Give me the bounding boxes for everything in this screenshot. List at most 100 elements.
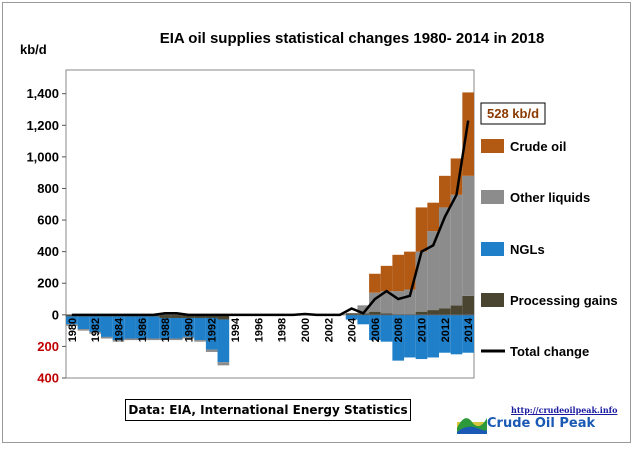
x-tick-label: 1990 [183, 318, 195, 342]
bar-crude-oil-2006 [369, 273, 381, 293]
bar-ngls-1985 [124, 316, 136, 339]
y-tick-label: 1,200 [26, 118, 59, 133]
bar-other-liquids-1985 [124, 338, 136, 341]
bar-ngls-1989 [170, 317, 183, 339]
y-tick-label: 200 [37, 276, 59, 291]
logo-url[interactable]: http://crudeoilpeak.info [511, 405, 618, 415]
legend-label-processing-gains: Processing gains [510, 293, 618, 308]
bar-processing-gains-1991 [194, 314, 206, 318]
y-axis: 400 200 0 200 400 600 800 1,000 1,200 1,400 [26, 86, 66, 386]
bar-processing-gains-2014 [462, 295, 474, 315]
y-tick-label: 0 [52, 307, 59, 322]
bar-ngls-1982 [89, 316, 101, 333]
bar-processing-gains-1989 [170, 314, 183, 318]
logo-mark-icon [457, 418, 487, 434]
x-tick-label: 1984 [113, 317, 125, 342]
x-axis: 1980 1982 1984 1986 1988 1990 1992 1994 1996 1998… [67, 317, 475, 342]
x-tick-label: 1994 [230, 317, 242, 342]
bar-crude-oil-2009 [404, 251, 416, 290]
bar-ngls-1992 [205, 317, 218, 350]
x-tick-label: 1996 [253, 318, 265, 342]
bar-ngls-1990 [182, 317, 195, 337]
x-tick-label: 1988 [160, 318, 172, 342]
bar-ngls-1980 [66, 316, 78, 325]
legend-label-other-liquids: Other liquids [510, 190, 590, 205]
legend-swatch-processing-gains [481, 293, 504, 307]
bar-other-liquids-1982 [89, 332, 101, 334]
x-tick-label: 2006 [370, 318, 382, 342]
y-tick-label: 400 [37, 371, 59, 386]
bar-ngls-1991 [194, 317, 206, 341]
bar-crude-oil-2007 [380, 265, 393, 292]
y-tick-label: 800 [37, 181, 59, 196]
bar-other-liquids-1987 [147, 338, 160, 341]
bar-crude-oil-2010 [415, 207, 428, 252]
bar-other-liquids-1980 [66, 324, 78, 326]
x-tick-label: 2014 [463, 317, 475, 342]
y-tick-label: 200 [37, 339, 59, 354]
bar-other-liquids-1989 [170, 338, 183, 341]
legend-label-crude-oil: Crude oil [510, 139, 566, 154]
bar-ngls-2005 [357, 314, 370, 325]
bar-crude-oil-2012 [439, 175, 451, 208]
y-tick-label: 1,400 [26, 86, 59, 101]
legend-label-ngls: NGLs [510, 242, 545, 257]
bar-ngls-2014 [462, 314, 474, 353]
x-tick-label: 2000 [300, 318, 312, 342]
x-tick-label: 1982 [90, 318, 102, 342]
bar-ngls-2007 [380, 314, 393, 342]
bar-processing-gains-2007 [380, 313, 393, 315]
bar-ngls-2009 [404, 314, 416, 358]
y-axis-label: kb/d [20, 42, 47, 57]
bar-other-liquids-1990 [182, 336, 195, 339]
x-tick-label: 2002 [323, 318, 335, 342]
chart-title: EIA oil supplies statistical changes 198… [160, 30, 545, 47]
bar-other-liquids-1983 [100, 336, 113, 339]
x-tick-label: 2008 [393, 318, 405, 342]
bar-other-liquids-1986 [135, 338, 148, 341]
bar-other-liquids-2013 [450, 194, 463, 306]
bar-ngls-1986 [135, 316, 148, 339]
bar-processing-gains-2013 [450, 305, 463, 315]
bar-ngls-2010 [415, 314, 428, 360]
bar-ngls-1993 [217, 319, 230, 363]
bar-crude-oil-2013 [450, 158, 463, 195]
bar-processing-gains-1980 [66, 314, 78, 317]
x-tick-label: 1980 [67, 318, 79, 342]
bar-processing-gains-2012 [439, 308, 451, 315]
bar-other-liquids-2010 [415, 251, 428, 312]
bar-ngls-2013 [450, 314, 463, 355]
bar-other-liquids-2005 [357, 305, 370, 314]
bar-other-liquids-2014 [462, 175, 474, 296]
x-tick-label: 1992 [207, 318, 219, 342]
source-note: Data: EIA, International Energy Statisti… [125, 399, 411, 421]
bar-processing-gains-1988 [159, 314, 171, 318]
bar-processing-gains-2010 [415, 311, 428, 315]
bar-ngls-1988 [159, 317, 171, 339]
legend-swatch-ngls [481, 242, 504, 256]
total-change-line [71, 120, 470, 317]
bar-other-liquids-1993 [217, 362, 230, 366]
bar-other-liquids-2009 [404, 289, 416, 315]
x-tick-label: 2004 [347, 317, 359, 342]
logo: http://crudeoilpeak.info Crude Oil Peak [457, 405, 627, 437]
bar-processing-gains-2011 [427, 310, 440, 315]
logo-name: Crude Oil Peak [487, 416, 596, 431]
bar-ngls-1983 [100, 316, 113, 337]
x-tick-label: 2010 [417, 318, 429, 342]
bar-ngls-1987 [147, 316, 160, 339]
bar-ngls-2011 [427, 314, 440, 358]
annotation-box [480, 102, 546, 125]
bar-processing-gains-1993 [217, 314, 230, 320]
bar-other-liquids-1988 [159, 338, 171, 341]
bar-other-liquids-2007 [380, 291, 393, 314]
legend-label-total-change: Total change [510, 344, 589, 359]
bars-layer [66, 92, 474, 366]
bar-ngls-1981 [77, 316, 90, 330]
bar-other-liquids-1992 [205, 349, 218, 352]
bar-ngls-2006 [369, 314, 381, 341]
y-tick-label: 1,000 [26, 149, 59, 164]
legend: Crude oil Other liquids NGLs Processing gai… [481, 139, 618, 359]
bar-crude-oil-2011 [427, 202, 440, 232]
